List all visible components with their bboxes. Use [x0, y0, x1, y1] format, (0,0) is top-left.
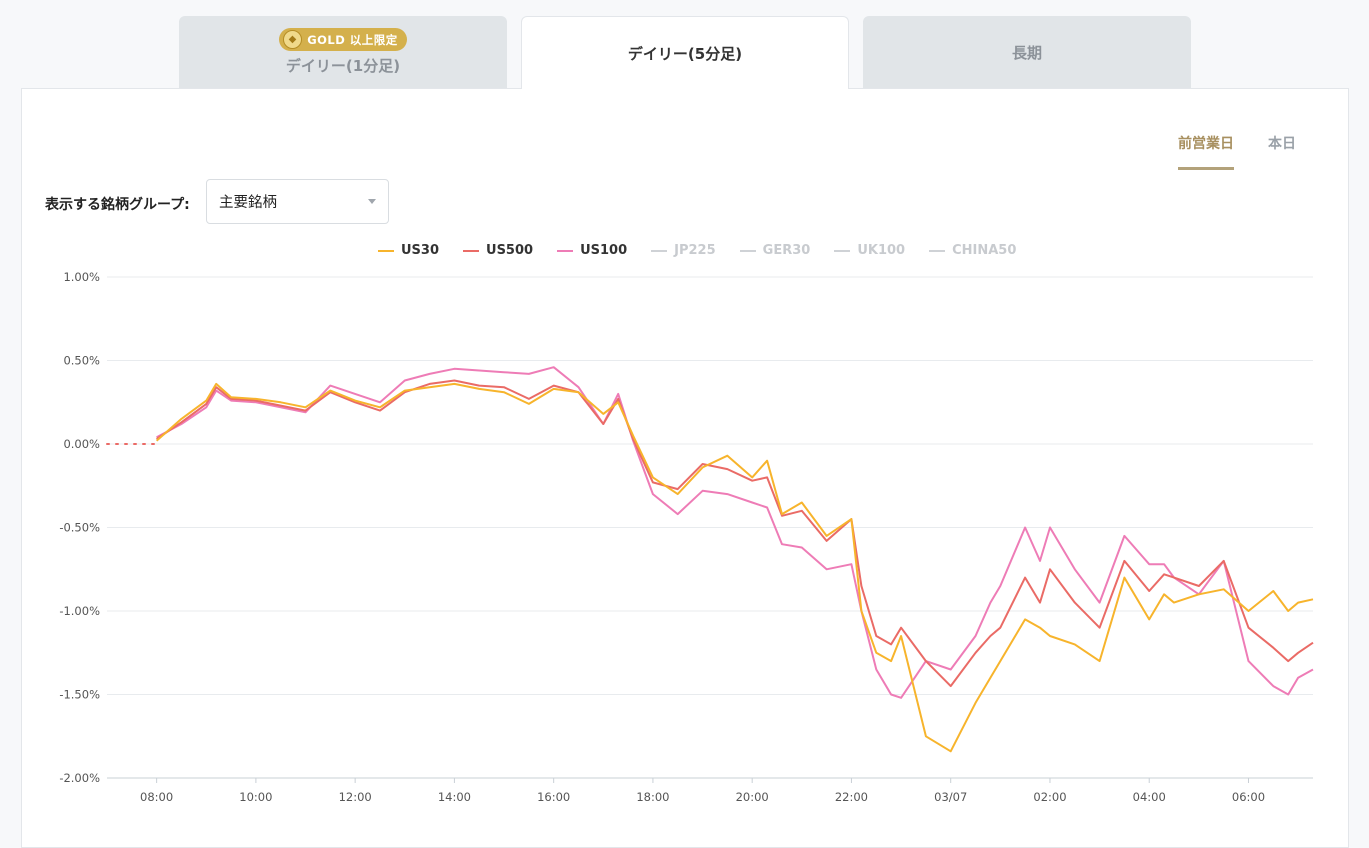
legend-label: US30 — [401, 243, 440, 258]
legend-swatch — [929, 249, 946, 252]
chart-legend: US30 US500 US100 JP225 GER30 UK100 CHINA50 — [378, 243, 1016, 258]
y-tick-label: 1.00% — [63, 270, 100, 284]
symbol-group-selected: 主要銘柄 — [219, 195, 277, 211]
legend-item-us100[interactable]: US100 — [557, 243, 627, 258]
legend-item-us500[interactable]: US500 — [463, 243, 533, 258]
legend-label: US100 — [580, 243, 628, 258]
tab-long-term[interactable]: 長期 — [863, 16, 1191, 88]
y-tick-label: 0.00% — [63, 437, 100, 451]
tab-daily-1min[interactable]: ◆ GOLD 以上限定 デイリー(1分足) — [179, 16, 507, 88]
chart-tabs: ◆ GOLD 以上限定 デイリー(1分足) デイリー(5分足) 長期 — [0, 16, 1369, 89]
gold-coin-icon: ◆ — [283, 30, 303, 49]
series-line-us30 — [155, 382, 1314, 753]
legend-swatch — [739, 249, 756, 252]
gold-badge: ◆ GOLD 以上限定 — [279, 28, 407, 51]
tab-long-term-label: 長期 — [1011, 43, 1042, 62]
y-tick-label: 0.50% — [63, 354, 100, 368]
legend-item-us30[interactable]: US30 — [378, 243, 439, 258]
x-tick-label: 12:00 — [339, 790, 372, 804]
legend-swatch — [557, 249, 574, 252]
x-tick-label: 03/07 — [934, 790, 967, 804]
symbol-group-select[interactable]: 主要銘柄 — [206, 179, 389, 224]
day-today-button[interactable]: 本日 — [1268, 136, 1296, 152]
legend-item-jp225[interactable]: JP225 — [651, 243, 716, 258]
series-line-us500 — [156, 379, 1314, 688]
legend-label: JP225 — [674, 243, 716, 258]
legend-swatch — [834, 249, 851, 252]
legend-label: GER30 — [762, 243, 811, 258]
chevron-down-icon — [368, 199, 376, 204]
x-tick-label: 04:00 — [1133, 790, 1166, 804]
line-chart: 1.00% 0.50% 0.00% -0.50% -1.00% -1.50% -2.00% 0… — [59, 270, 1314, 804]
y-tick-label: -0.50% — [59, 521, 100, 535]
x-tick-label: 02:00 — [1033, 790, 1066, 804]
symbol-group-label: 表示する銘柄グループ: — [45, 197, 190, 213]
legend-swatch — [463, 249, 480, 252]
tab-daily-1min-label: デイリー(1分足) — [285, 57, 401, 75]
legend-label: UK100 — [857, 243, 906, 258]
chart-panel: 前営業日 本日 表示する銘柄グループ: 主要銘柄 — [21, 88, 1349, 848]
legend-item-china50[interactable]: CHINA50 — [929, 243, 1016, 258]
x-tick-label: 08:00 — [140, 790, 173, 804]
legend-label: US500 — [486, 243, 534, 258]
day-previous-business-button[interactable]: 前営業日 — [1178, 133, 1234, 170]
legend-item-uk100[interactable]: UK100 — [834, 243, 905, 258]
x-tick-label: 16:00 — [537, 790, 570, 804]
x-tick-label: 22:00 — [835, 790, 868, 804]
gold-badge-label: GOLD 以上限定 — [307, 32, 398, 47]
x-tick-label: 20:00 — [736, 790, 769, 804]
tab-daily-5min[interactable]: デイリー(5分足) — [521, 16, 849, 89]
legend-label: CHINA50 — [952, 243, 1017, 258]
legend-swatch — [378, 249, 394, 252]
x-tick-label: 14:00 — [438, 790, 471, 804]
series-line-us100 — [156, 366, 1314, 699]
x-tick-label: 18:00 — [636, 790, 669, 804]
legend-item-ger30[interactable]: GER30 — [739, 243, 811, 258]
x-tick-label: 06:00 — [1232, 790, 1265, 804]
y-tick-label: -1.00% — [59, 604, 100, 618]
legend-swatch — [651, 249, 668, 252]
day-switch: 前営業日 本日 — [1178, 133, 1296, 170]
y-tick-label: -1.50% — [59, 688, 100, 702]
tab-daily-5min-label: デイリー(5分足) — [627, 44, 743, 63]
y-tick-label: -2.00% — [59, 771, 100, 785]
x-tick-label: 10:00 — [239, 790, 272, 804]
